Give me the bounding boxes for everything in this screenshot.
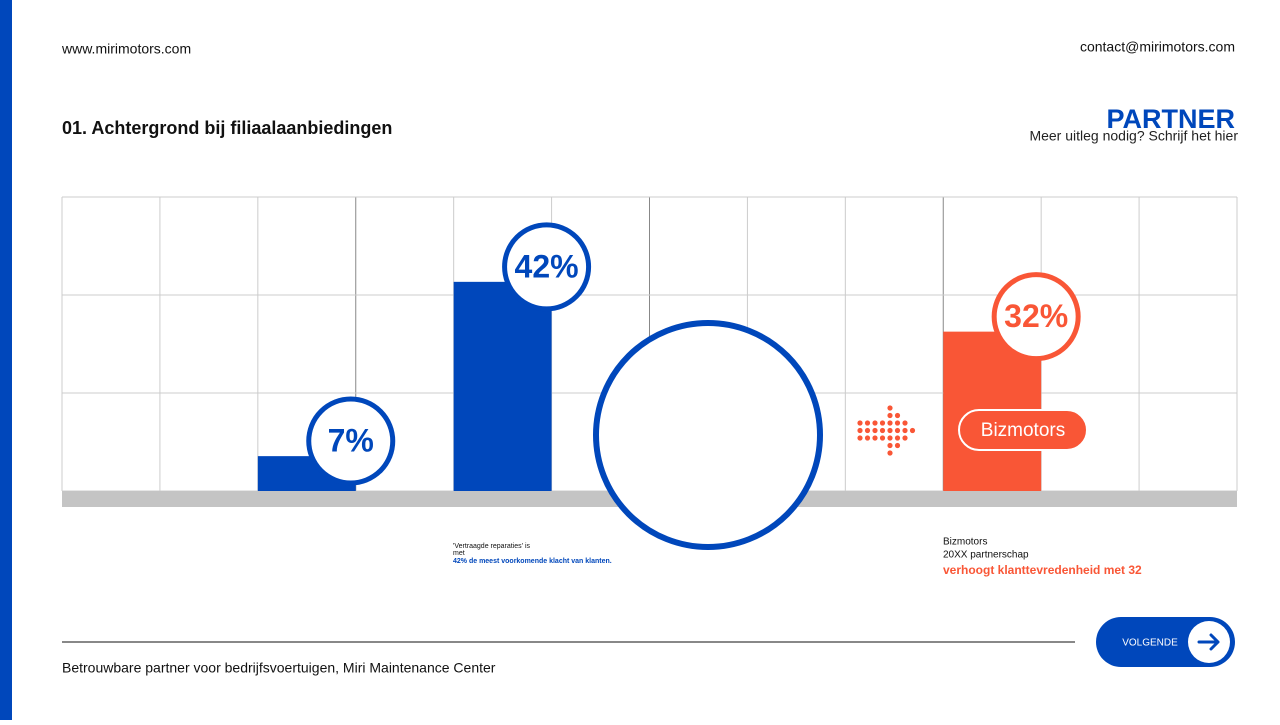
dot <box>894 412 901 419</box>
arrow-icon <box>857 405 916 456</box>
value-label: 32% <box>1004 298 1068 334</box>
badge-text: Bizmotors <box>981 420 1065 441</box>
dot <box>872 427 878 434</box>
side-stripe <box>0 0 12 720</box>
value-circle <box>991 272 1081 362</box>
contact: contact@mirimotors.com <box>1080 39 1235 55</box>
dot <box>857 435 863 441</box>
value-circle <box>502 222 592 312</box>
caption-line: 20XX partnerschap <box>943 550 1029 561</box>
footer-text: Betrouwbare partner voor bedrijfsvoertui… <box>62 660 496 676</box>
dot <box>879 420 886 426</box>
dot <box>887 442 893 449</box>
dot <box>887 420 893 426</box>
website: www.mirimotors.com <box>61 41 191 57</box>
next-button[interactable]: VOLGENDE <box>1096 617 1235 667</box>
dot <box>902 427 908 434</box>
partner-label: PARTNER <box>1106 104 1235 134</box>
section-title: 01. Achtergrond bij filiaalaanbiedingen <box>62 118 392 138</box>
button-label[interactable]: VOLGENDE <box>1122 638 1178 649</box>
dot <box>887 412 893 419</box>
dot <box>879 427 886 434</box>
dot <box>887 427 893 434</box>
dot <box>909 427 916 434</box>
badge <box>958 409 1088 451</box>
caption-line: met <box>453 550 465 557</box>
caption-line: verhoogt klanttevredenheid met 32 <box>943 563 1142 577</box>
button-arrow[interactable] <box>1197 633 1220 651</box>
dot <box>902 420 908 426</box>
dot <box>872 420 878 426</box>
dot <box>887 435 893 441</box>
dot <box>887 405 893 411</box>
dot <box>894 435 901 441</box>
dot <box>902 435 908 441</box>
dot <box>872 435 878 441</box>
dot <box>879 435 886 441</box>
caption-line: 42% de meest voorkomende klacht van klan… <box>453 558 612 565</box>
value-label: 42% <box>515 248 579 284</box>
dot <box>857 427 863 434</box>
dot <box>887 450 893 456</box>
dot <box>857 420 863 426</box>
value-label: 7% <box>328 422 374 458</box>
dot <box>894 427 901 434</box>
caption-line: 'Vertraagde reparaties' is <box>453 543 530 550</box>
bar <box>453 281 552 491</box>
dot <box>864 427 871 434</box>
caption-line: Bizmotors <box>943 537 987 548</box>
dot <box>864 420 871 426</box>
value-circle <box>306 396 396 486</box>
dot <box>894 442 901 449</box>
dot <box>894 420 901 426</box>
highlight-circle <box>593 320 823 550</box>
partner-note: Meer uitleg nodig? Schrijf het hier <box>1029 128 1238 144</box>
dot <box>864 435 871 441</box>
